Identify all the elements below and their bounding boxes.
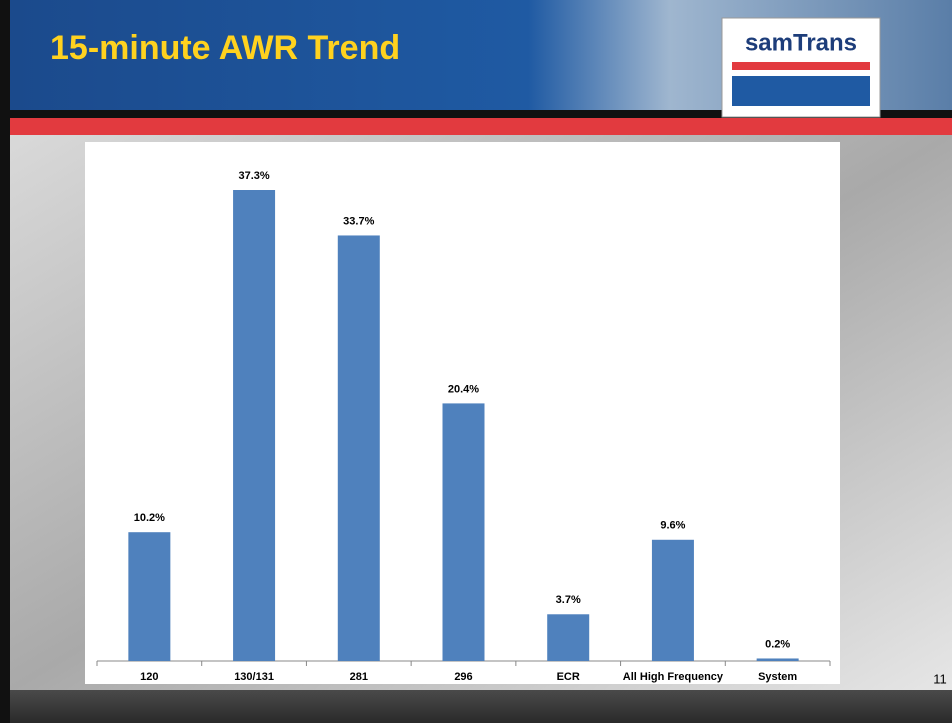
x-tick-label: 120 [140,671,158,683]
bar [547,614,590,661]
logo-text: samTrans [745,29,857,56]
data-label: 33.7% [343,215,374,227]
red-stripe [10,118,952,135]
data-label: 20.4% [448,383,479,395]
data-label: 0.2% [765,638,790,650]
x-tick-label: System [758,671,797,683]
bar [442,403,485,661]
x-tick-label: ECR [557,671,580,683]
data-label: 3.7% [556,594,581,606]
bar [337,235,380,662]
x-tick-label: 296 [454,671,472,683]
x-tick-label: All High Frequency [623,671,724,683]
bar [233,190,276,661]
x-tick-label: 281 [350,671,368,683]
footer [10,690,952,723]
data-label: 9.6% [660,520,685,532]
bar [651,539,694,661]
data-label: 10.2% [134,512,165,524]
bar [128,532,171,661]
bar [756,658,799,661]
slide-title: 15-minute AWR Trend [50,29,400,67]
x-tick-label: 130/131 [234,671,274,683]
data-label: 37.3% [238,170,269,182]
page-number: 11 [933,671,947,686]
logo-red [732,62,870,70]
logo-blue [732,76,870,106]
